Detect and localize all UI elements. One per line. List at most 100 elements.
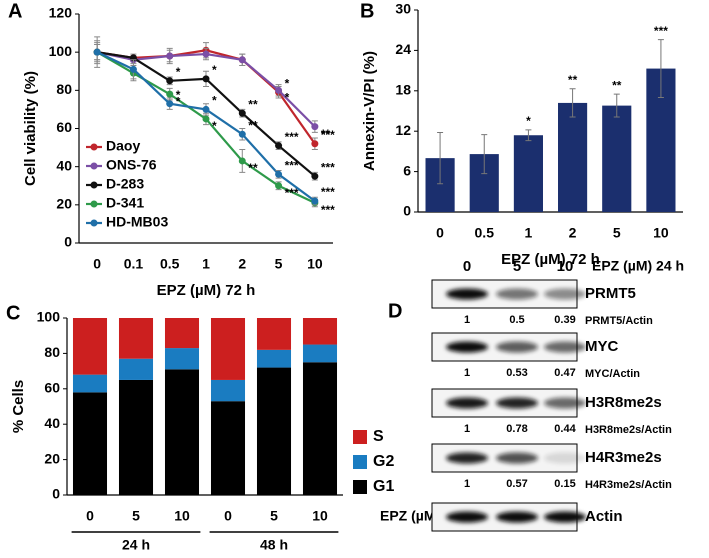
treatment-label: EPZ (µM) 24 h	[592, 258, 684, 274]
y-tick-label: 100	[49, 43, 73, 59]
bar	[558, 102, 588, 212]
y-tick-label: 12	[395, 122, 411, 138]
band	[496, 452, 538, 464]
legend-swatch	[353, 455, 367, 469]
ratio-label: H4R3me2s/Actin	[585, 479, 672, 491]
point	[238, 157, 246, 165]
legend-label: D-283	[106, 176, 144, 192]
x-tick-label: 0.5	[475, 225, 495, 241]
y-tick-label: 20	[44, 450, 60, 466]
significance: *	[212, 119, 217, 133]
bar-segment	[118, 318, 154, 359]
y-tick-label: 0	[64, 234, 72, 250]
bar	[513, 135, 543, 212]
legend-swatch	[353, 480, 367, 494]
y-tick-label: 24	[395, 41, 411, 57]
band	[446, 341, 488, 353]
ratio: 0.15	[554, 478, 575, 490]
bar-segment	[164, 348, 200, 370]
significance: **	[248, 118, 258, 132]
y-tick-label: 0	[52, 486, 60, 502]
bar-segment	[164, 369, 200, 495]
x-tick-label: 1	[525, 225, 533, 241]
point	[93, 48, 101, 56]
bar-segment	[302, 344, 338, 363]
x-tick-label: 0	[86, 508, 94, 524]
panel-label: A	[8, 0, 22, 22]
ratio-label: MYC/Actin	[585, 368, 640, 380]
legend-swatch	[90, 200, 98, 208]
x-tick-label: 5	[275, 256, 283, 272]
ratio: 0.5	[509, 314, 524, 326]
point	[311, 197, 319, 205]
point	[275, 170, 283, 178]
significance: ***	[321, 160, 335, 174]
ratio: 1	[464, 423, 470, 435]
significance: **	[248, 161, 258, 175]
protein-label: Actin	[585, 508, 623, 525]
point	[166, 52, 174, 60]
significance: *	[212, 94, 217, 108]
error-bar	[613, 93, 620, 118]
significance: *	[285, 91, 290, 105]
group-label: 24 h	[122, 537, 150, 553]
band	[496, 511, 538, 523]
protein-label: H4R3me2s	[585, 449, 662, 466]
significance: *	[176, 88, 181, 102]
ratio: 0.39	[554, 314, 575, 326]
legend-label: HD-MB03	[106, 214, 168, 230]
band	[446, 511, 488, 523]
significance: *	[212, 63, 217, 77]
point	[202, 105, 210, 113]
significance: **	[321, 127, 331, 141]
x-tick-label: 0	[436, 225, 444, 241]
point	[311, 123, 319, 131]
point	[275, 142, 283, 150]
y-tick-label: 60	[44, 380, 60, 396]
bar-segment	[210, 318, 246, 380]
y-tick-label: 30	[395, 1, 411, 17]
x-tick-label: 5	[132, 508, 140, 524]
ratio: 1	[464, 478, 470, 490]
bar-segment	[256, 349, 292, 368]
x-tick-label: 10	[307, 256, 323, 272]
band	[446, 452, 488, 464]
point	[238, 130, 246, 138]
significance: ***	[285, 130, 299, 144]
legend-swatch	[90, 162, 98, 170]
y-axis-label: Annexin-V/PI (%)	[361, 51, 378, 171]
legend-swatch	[90, 219, 98, 227]
x-tick-label: 2	[238, 256, 246, 272]
x-axis-label: EPZ (µM)	[380, 508, 440, 524]
point	[275, 86, 283, 94]
significance: ***	[321, 128, 335, 142]
bar-segment	[118, 358, 154, 380]
legend-label: G2	[373, 453, 394, 470]
y-axis-label: Cell viability (%)	[22, 71, 39, 186]
bar	[602, 105, 632, 212]
bar-segment	[256, 367, 292, 495]
bar-segment	[256, 318, 292, 350]
x-tick-label: 2	[569, 225, 577, 241]
point	[166, 90, 174, 98]
point	[202, 115, 210, 123]
band	[496, 341, 538, 353]
x-tick-label: 1	[202, 256, 210, 272]
bar-segment	[210, 379, 246, 402]
bar-segment	[118, 379, 154, 495]
error-bar	[657, 39, 664, 99]
y-tick-label: 0	[403, 203, 411, 219]
point	[166, 100, 174, 108]
x-tick-label: 10	[653, 225, 669, 241]
significance: *	[285, 76, 290, 90]
x-tick-label: 0	[93, 256, 101, 272]
y-tick-label: 20	[56, 196, 72, 212]
x-tick-label: 10	[174, 508, 190, 524]
significance: *	[526, 114, 531, 128]
bar-segment	[72, 318, 108, 375]
x-tick-label: 5	[613, 225, 621, 241]
y-tick-label: 120	[49, 5, 73, 21]
y-tick-label: 80	[56, 81, 72, 97]
bar-segment	[210, 401, 246, 495]
